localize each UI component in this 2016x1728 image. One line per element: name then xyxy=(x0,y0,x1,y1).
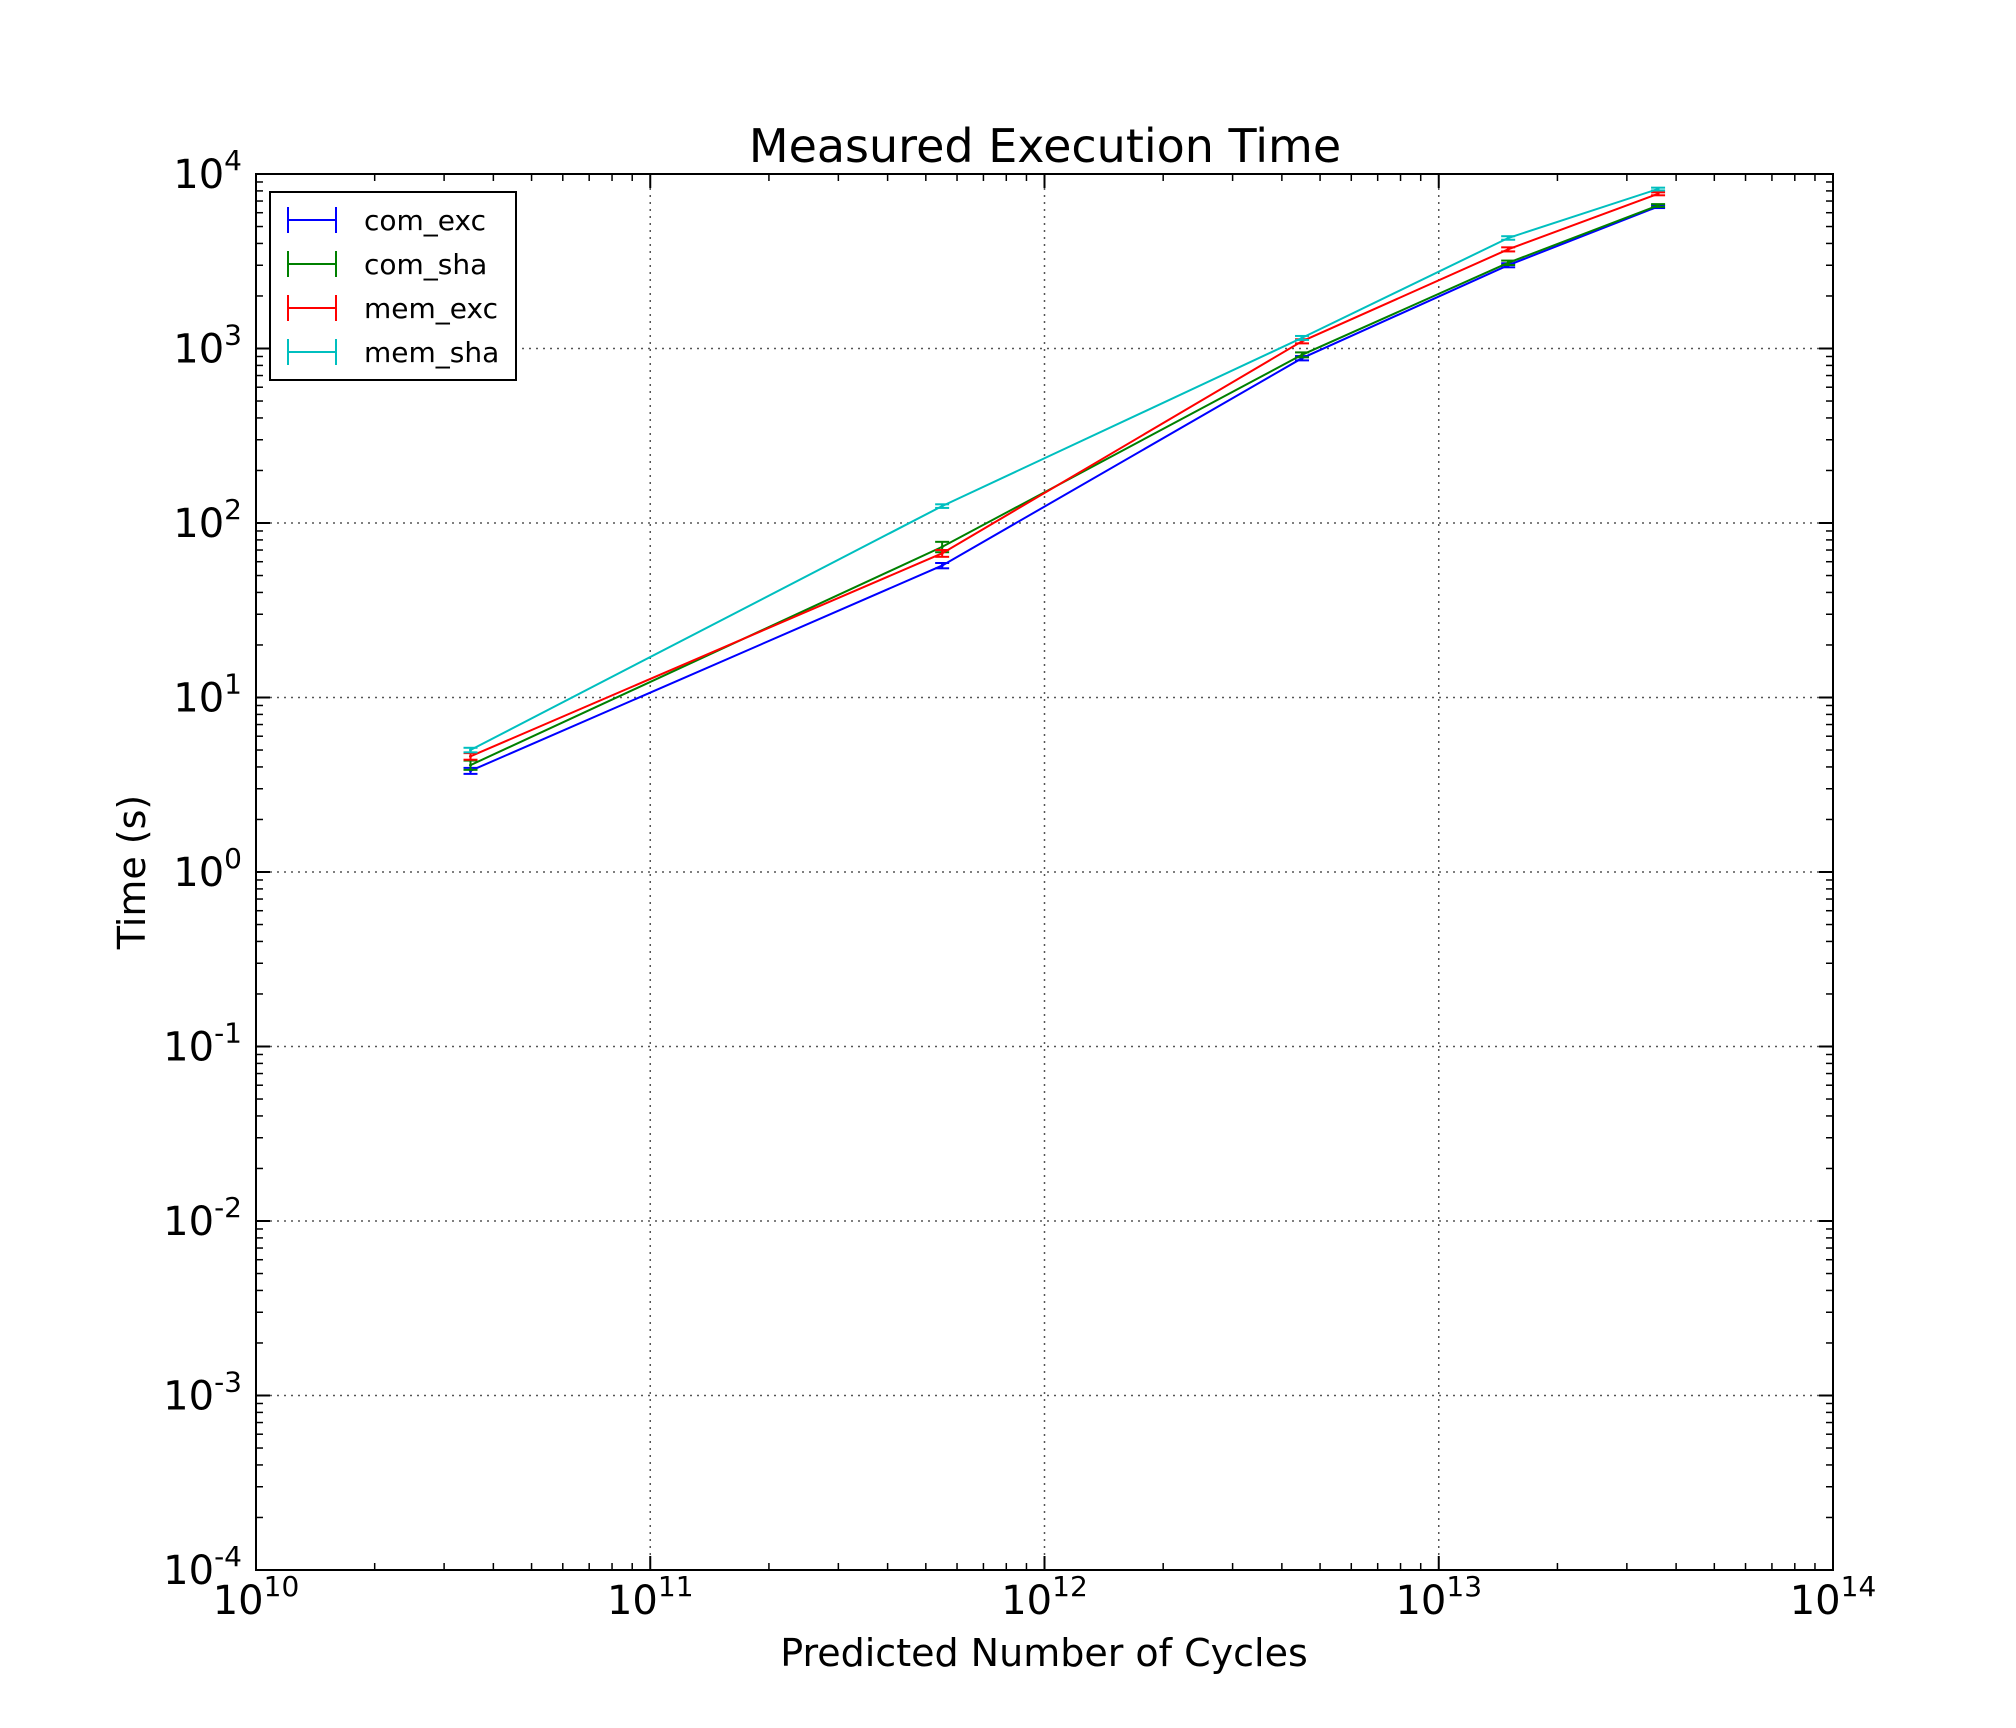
x-tick-label: 1014 xyxy=(1790,1570,1877,1624)
y-tick-label: 103 xyxy=(173,319,242,373)
data-point xyxy=(940,551,944,555)
legend-entry-com_exc: com_exc xyxy=(287,204,486,237)
y-tick-label: 101 xyxy=(173,668,242,722)
series-mem_sha xyxy=(463,186,1666,754)
x-axis-label: Predicted Number of Cycles xyxy=(780,1631,1308,1675)
legend-label: com_exc xyxy=(364,204,486,237)
legend-box xyxy=(269,191,517,381)
data-point xyxy=(468,748,472,752)
data-point xyxy=(1300,353,1304,357)
x-tick-label: 1010 xyxy=(213,1570,300,1624)
y-tick-label: 10-1 xyxy=(163,1017,242,1071)
data-point xyxy=(940,545,944,549)
legend: com_exc com_sha mem_exc mem_sha xyxy=(269,191,517,381)
legend-label: mem_sha xyxy=(364,336,499,369)
legend-entry-mem_exc: mem_exc xyxy=(287,292,498,325)
y-tick-label: 10-2 xyxy=(163,1191,242,1245)
y-tick-label: 10-3 xyxy=(163,1366,242,1420)
legend-entry-com_sha: com_sha xyxy=(287,248,487,281)
data-point xyxy=(468,763,472,767)
data-point xyxy=(1656,192,1660,196)
data-point xyxy=(1506,261,1510,265)
y-tick-label: 104 xyxy=(173,144,242,198)
legend-label: com_sha xyxy=(364,248,487,281)
data-point xyxy=(468,754,472,758)
tick-labels: 1010 1011 1012 1013 1014 10-4 10-3 10-2 10-1 100 1… xyxy=(163,144,1876,1624)
legend-entry-mem_sha: mem_sha xyxy=(287,336,499,369)
data-point xyxy=(1656,203,1660,207)
data-point xyxy=(1300,336,1304,340)
x-tick-label: 1012 xyxy=(1001,1570,1088,1624)
chart-title: Measured Execution Time xyxy=(749,119,1341,173)
y-tick-label: 10-4 xyxy=(163,1540,242,1594)
data-point xyxy=(940,504,944,508)
series-layer xyxy=(463,186,1666,775)
y-tick-label: 100 xyxy=(173,842,242,896)
data-point xyxy=(940,564,944,568)
data-point xyxy=(1506,236,1510,240)
plot-area xyxy=(256,174,1833,1570)
y-tick-label: 102 xyxy=(173,493,242,547)
grid-layer xyxy=(255,173,1834,1571)
legend-label: mem_exc xyxy=(364,292,498,325)
series-com_sha xyxy=(463,203,1666,771)
minor-ticks xyxy=(256,174,1833,1570)
plot-frame xyxy=(255,173,1834,1571)
x-tick-label: 1013 xyxy=(1395,1570,1482,1624)
data-point xyxy=(1506,247,1510,251)
series-mem_exc xyxy=(463,191,1666,761)
data-point xyxy=(1656,187,1660,191)
y-axis-label: Time (s) xyxy=(110,795,154,951)
x-tick-label: 1011 xyxy=(607,1570,694,1624)
